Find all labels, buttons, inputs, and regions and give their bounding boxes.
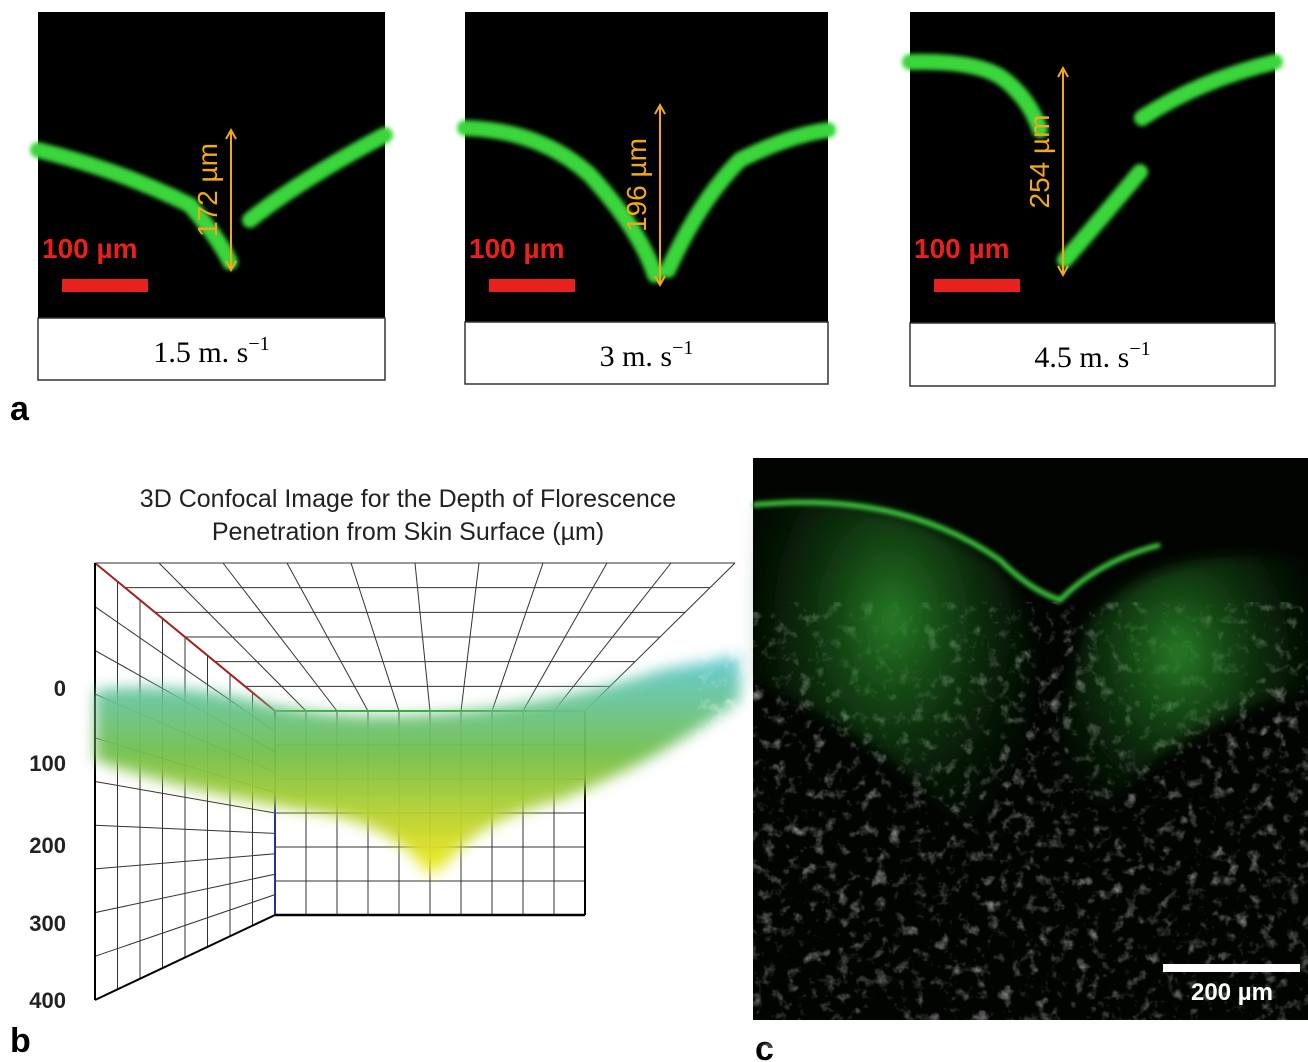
scale-label: 100 µm [469, 233, 565, 264]
speed: 1.5 m. s [153, 336, 248, 369]
axis-label: 100 [29, 751, 66, 776]
axis-label: 400 [29, 988, 66, 1013]
fluorescence-surface [95, 655, 740, 873]
scale-label: 200 µm [1191, 979, 1273, 1006]
image-panel: 172 µm 100 µm 1.5 m. s−1 [38, 12, 385, 380]
image-panel: 196 µm 100 µm 3 m. s−1 [465, 12, 828, 384]
speed: 3 m. s [600, 340, 673, 373]
scale-bar [1163, 964, 1300, 972]
depth-label: 196 µm [621, 138, 652, 232]
plot-title: Penetration from Skin Surface (µm) [212, 518, 604, 546]
axis-label: 0 [54, 676, 66, 701]
panel-label: b [10, 1022, 31, 1060]
depth-label: 254 µm [1024, 115, 1055, 209]
plot-title: 3D Confocal Image for the Depth of Flore… [140, 485, 676, 513]
exponent: −1 [248, 333, 269, 355]
exponent: −1 [672, 337, 693, 359]
panel-c: 200 µm [753, 458, 1308, 1020]
scale-label: 100 µm [42, 233, 138, 264]
exponent: −1 [1129, 338, 1150, 360]
scale-label: 100 µm [914, 233, 1010, 264]
scale-bar [934, 279, 1020, 292]
axis-label: 300 [29, 911, 66, 936]
figure: a b c 3D Confocal Image for the Depth of… [0, 0, 1308, 1062]
image-panel: 254 µm 100 µm 4.5 m. s−1 [910, 12, 1275, 386]
panel-b: 3D Confocal Image for the Depth of Flore… [29, 485, 740, 1013]
depth-label: 172 µm [192, 143, 223, 237]
panel-label: a [10, 390, 30, 428]
panel-label: c [755, 1030, 774, 1062]
speed: 4.5 m. s [1034, 341, 1129, 374]
scale-bar [62, 279, 148, 292]
axis-label: 200 [29, 833, 66, 858]
scale-bar [489, 279, 575, 292]
